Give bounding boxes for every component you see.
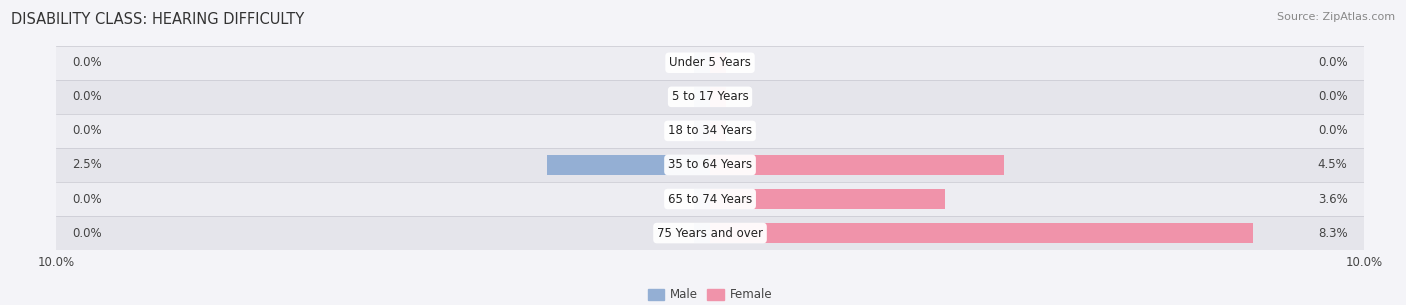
Bar	[710, 87, 727, 107]
Bar	[693, 223, 710, 243]
Text: Under 5 Years: Under 5 Years	[669, 56, 751, 69]
Text: 5 to 17 Years: 5 to 17 Years	[672, 90, 748, 103]
Bar	[710, 223, 1253, 243]
Bar	[56, 80, 1364, 114]
Legend: Male, Female: Male, Female	[648, 289, 772, 301]
Text: 0.0%: 0.0%	[73, 227, 103, 239]
Bar	[693, 189, 710, 209]
Bar	[56, 182, 1364, 216]
Text: 4.5%: 4.5%	[1317, 159, 1347, 171]
Bar	[547, 155, 710, 175]
Text: 8.3%: 8.3%	[1317, 227, 1347, 239]
Bar	[710, 53, 727, 73]
Text: 0.0%: 0.0%	[1317, 124, 1347, 137]
Text: 0.0%: 0.0%	[1317, 90, 1347, 103]
Text: 0.0%: 0.0%	[73, 90, 103, 103]
Bar	[56, 114, 1364, 148]
Text: 0.0%: 0.0%	[1317, 56, 1347, 69]
Text: 0.0%: 0.0%	[73, 56, 103, 69]
Text: 0.0%: 0.0%	[73, 192, 103, 206]
Text: 18 to 34 Years: 18 to 34 Years	[668, 124, 752, 137]
Bar	[693, 87, 710, 107]
Bar	[710, 189, 945, 209]
Bar	[693, 53, 710, 73]
Bar	[56, 216, 1364, 250]
Text: 35 to 64 Years: 35 to 64 Years	[668, 159, 752, 171]
Text: 75 Years and over: 75 Years and over	[657, 227, 763, 239]
Bar	[710, 121, 727, 141]
Text: 2.5%: 2.5%	[73, 159, 103, 171]
Text: 65 to 74 Years: 65 to 74 Years	[668, 192, 752, 206]
Bar	[56, 46, 1364, 80]
Text: 3.6%: 3.6%	[1317, 192, 1347, 206]
Bar	[693, 121, 710, 141]
Text: DISABILITY CLASS: HEARING DIFFICULTY: DISABILITY CLASS: HEARING DIFFICULTY	[11, 12, 305, 27]
Bar	[710, 155, 1004, 175]
Bar	[56, 148, 1364, 182]
Text: 0.0%: 0.0%	[73, 124, 103, 137]
Text: Source: ZipAtlas.com: Source: ZipAtlas.com	[1277, 12, 1395, 22]
